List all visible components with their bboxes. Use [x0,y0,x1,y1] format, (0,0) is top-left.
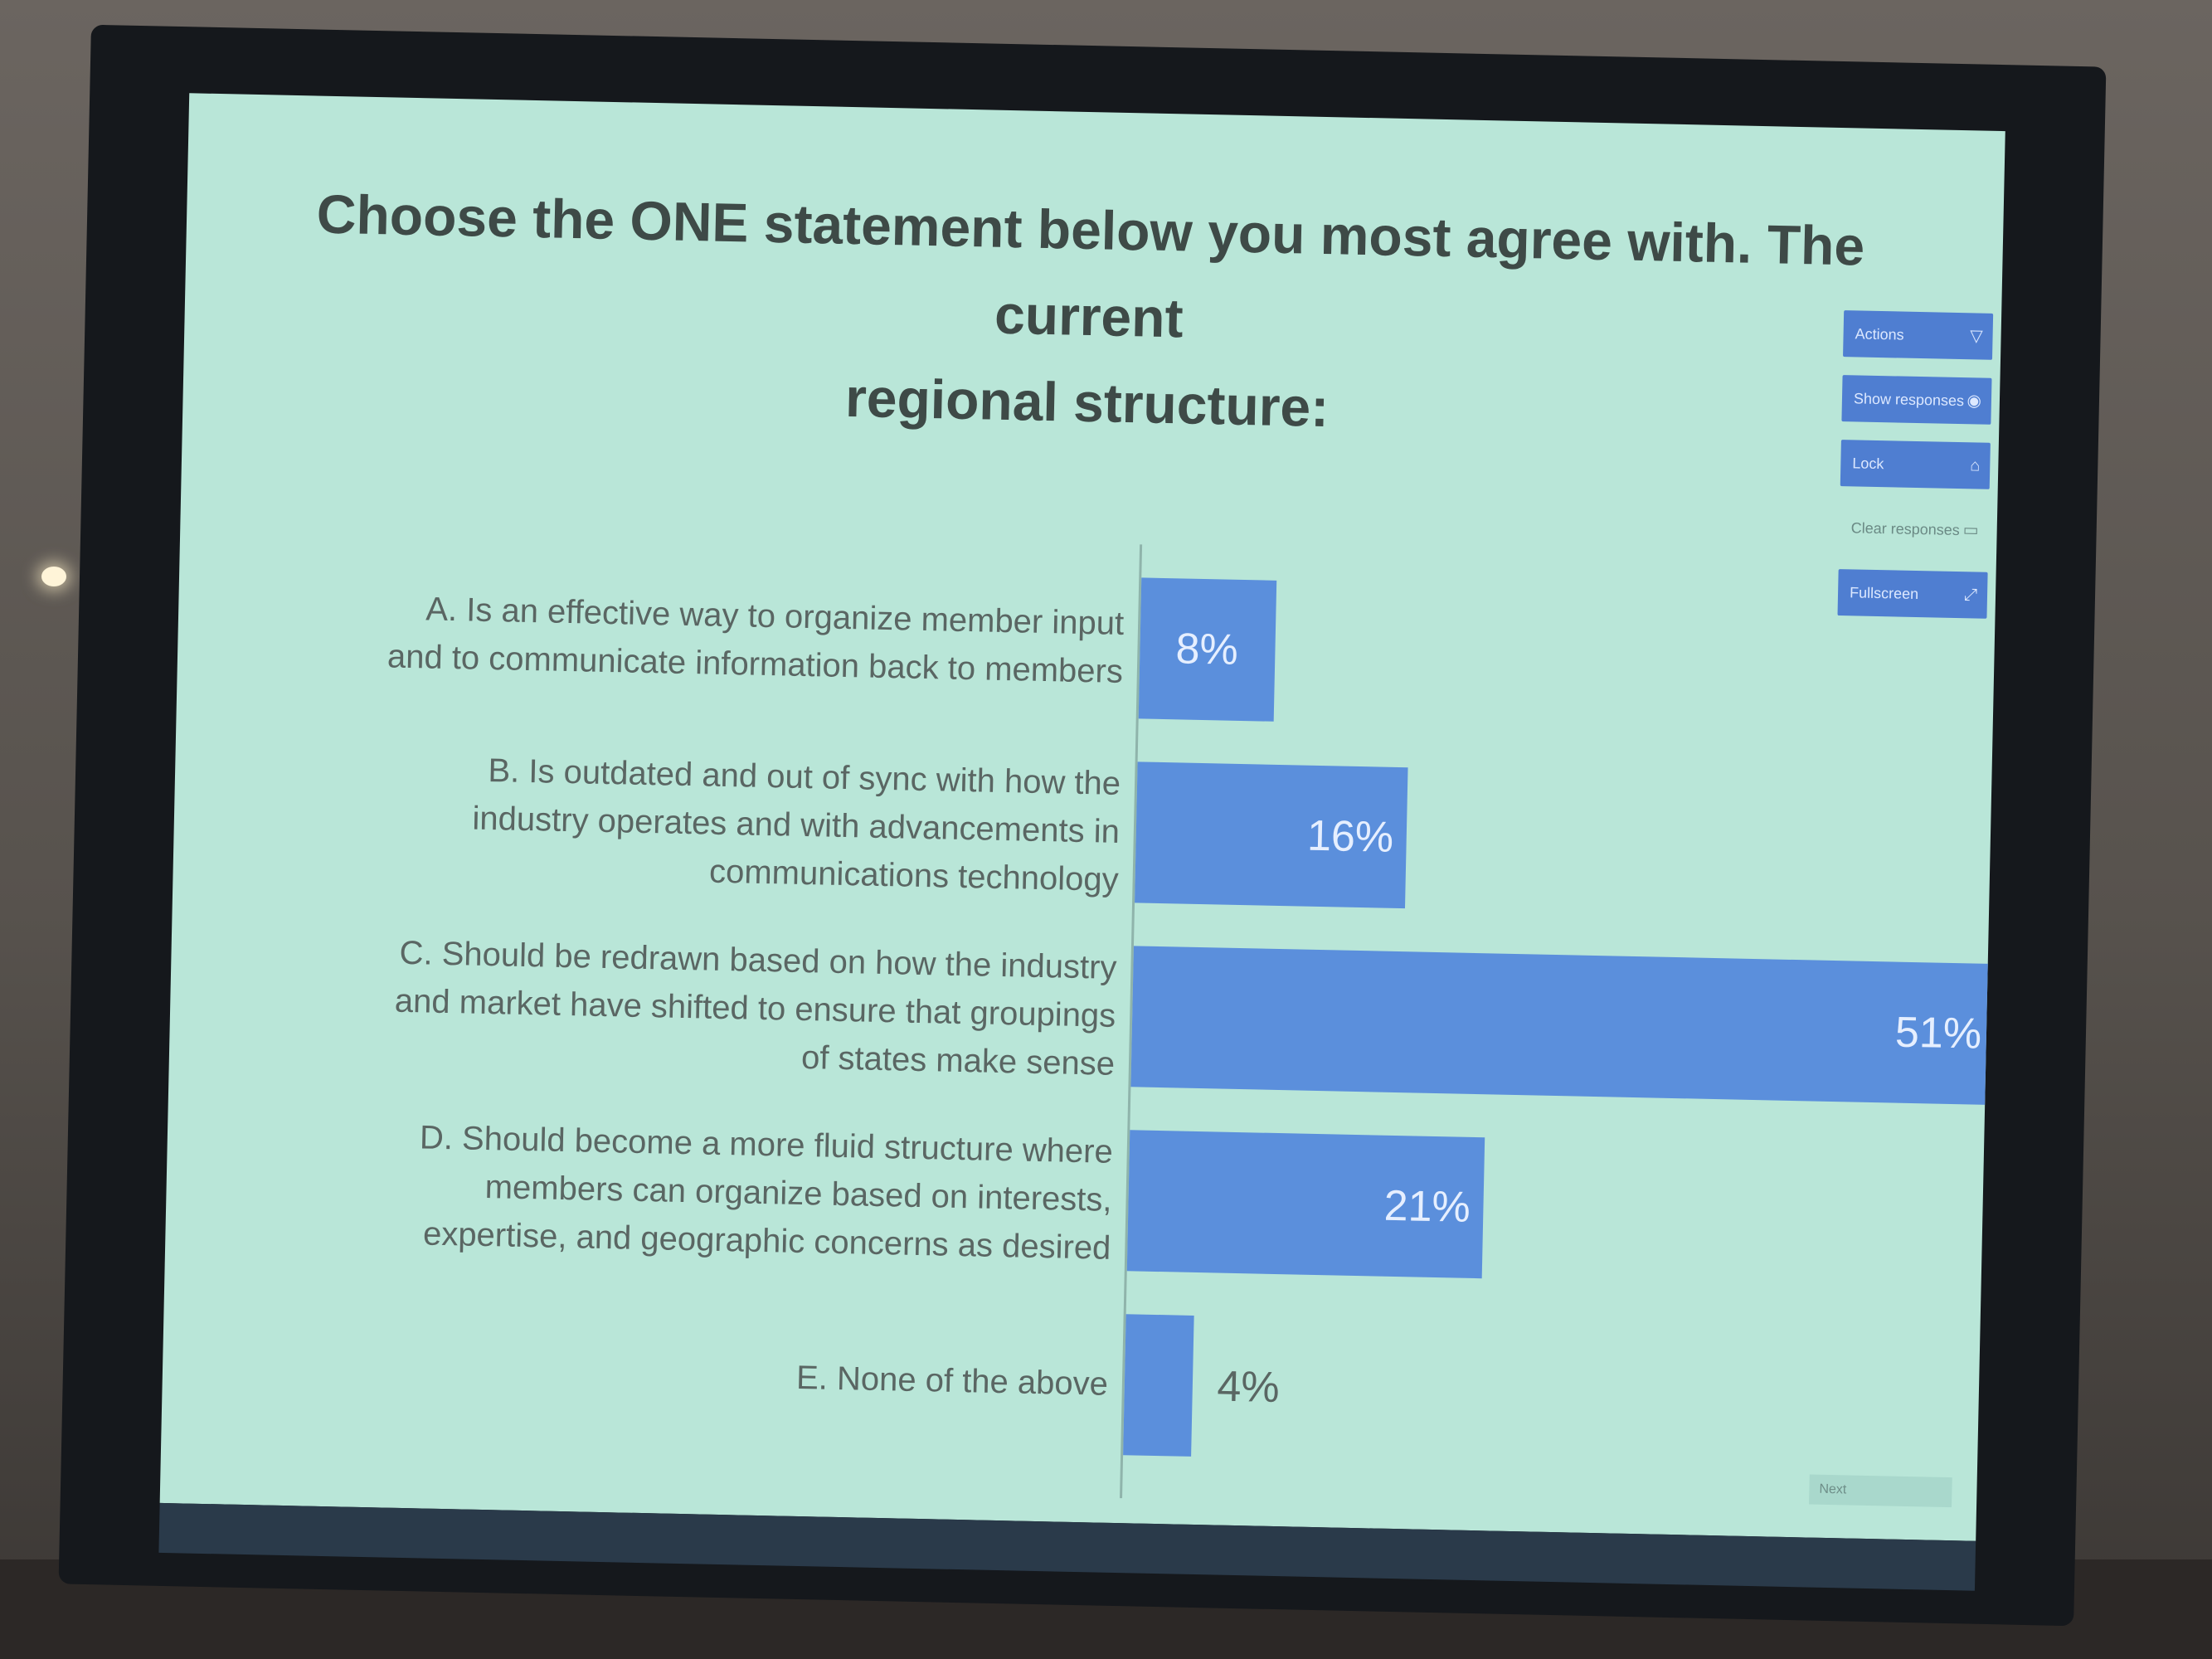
lock-icon: ⌂ [1969,456,1981,475]
actions-button[interactable]: Actions ▽ [1843,310,1994,360]
wall-light [41,567,66,586]
lock-button-label: Lock [1852,455,1884,473]
category-label-a: A. Is an effective way to organize membe… [386,591,1125,690]
presentation-screen: Choose the ONE statement below you most … [159,93,2005,1541]
poll-results-chart: A. Is an effective way to organize membe… [160,93,2005,1540]
category-label-d: D. Should become a more fluid structure … [419,1119,1114,1267]
category-label-b: B. Is outdated and out of sync with how … [472,752,1121,898]
clear-responses-button-label: Clear responses [1850,519,1960,539]
bar-value-label-a: 8% [1174,625,1239,674]
category-label-c: C. Should be redrawn based on how the in… [394,934,1117,1082]
bar-e [1123,1314,1194,1457]
fullscreen-button-label: Fullscreen [1849,584,1919,603]
bar-value-label-d: 21% [1383,1181,1471,1232]
display-monitor: Choose the ONE statement below you most … [58,24,2107,1627]
trash-icon: ▭ [1962,521,1979,540]
actions-button-label: Actions [1855,325,1904,343]
bar-c [1130,946,1996,1106]
show-responses-button-label: Show responses [1853,390,1965,410]
poll-control-panel: Actions ▽ Show responses ◉ Lock ⌂ Clear … [1837,310,1994,619]
fullscreen-button[interactable]: Fullscreen ⤢ [1837,569,1988,619]
category-label-e: E. None of the above [795,1359,1109,1403]
lock-button[interactable]: Lock ⌂ [1840,440,1991,489]
bar-value-label-c: 51% [1894,1008,1982,1058]
expand-icon: ⤢ [1963,586,1978,605]
eye-icon: ◉ [1966,392,1982,411]
next-button-label: Next [1819,1481,1847,1497]
show-responses-button[interactable]: Show responses ◉ [1841,375,1992,425]
clear-responses-button[interactable]: Clear responses ▭ [1839,504,1989,554]
funnel-icon: ▽ [1969,327,1983,346]
next-button[interactable]: Next [1809,1474,1952,1508]
bar-value-label-e: 4% [1216,1362,1281,1413]
bar-value-label-b: 16% [1306,811,1394,862]
